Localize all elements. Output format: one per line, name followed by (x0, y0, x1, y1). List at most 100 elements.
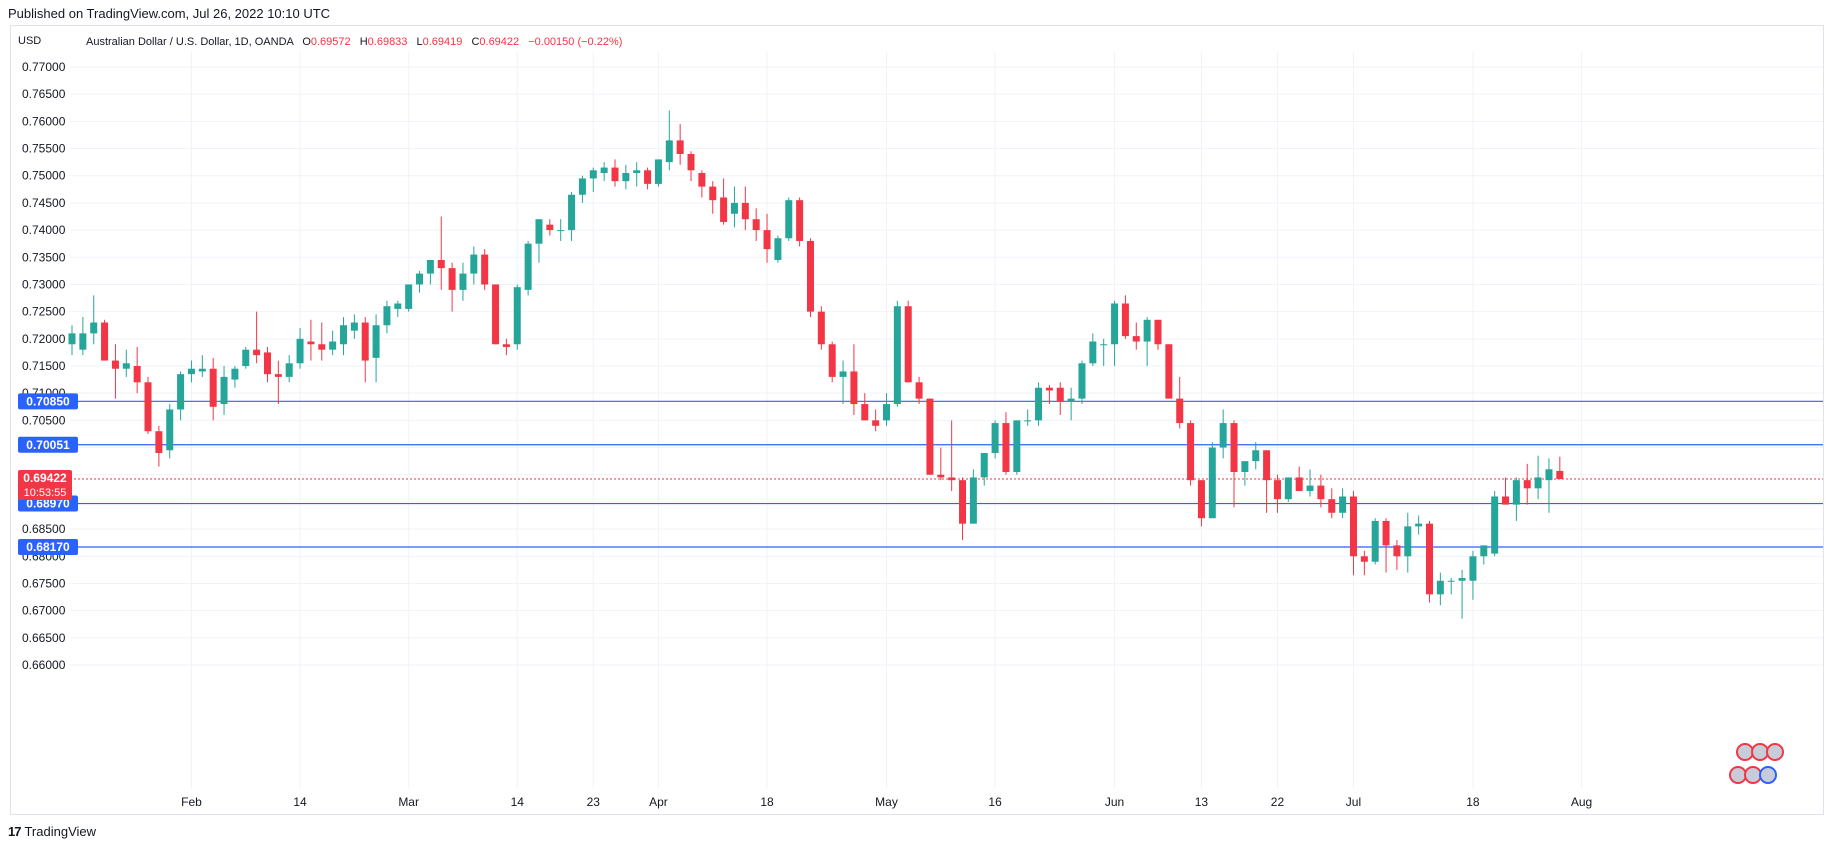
candle[interactable] (611, 159, 619, 187)
candle[interactable] (1165, 344, 1173, 399)
candle[interactable] (774, 235, 782, 263)
candle[interactable] (307, 319, 315, 361)
candle[interactable] (209, 357, 217, 421)
candle[interactable] (90, 295, 98, 345)
candle[interactable] (1078, 360, 1086, 405)
chart-frame[interactable] (10, 25, 1824, 815)
candle[interactable] (1252, 442, 1260, 470)
candle[interactable] (1534, 455, 1542, 500)
candle[interactable] (481, 249, 489, 290)
candle[interactable] (426, 259, 434, 285)
candle[interactable] (1545, 458, 1553, 513)
candle[interactable] (883, 393, 890, 426)
candle[interactable] (1219, 409, 1227, 459)
candle[interactable] (144, 376, 152, 434)
candle[interactable] (437, 216, 445, 290)
candle[interactable] (568, 192, 576, 241)
candle[interactable] (187, 360, 195, 383)
candle[interactable] (1371, 518, 1379, 565)
candle[interactable] (1273, 474, 1281, 513)
candle[interactable] (926, 398, 934, 475)
candle[interactable] (350, 314, 358, 339)
candle[interactable] (676, 124, 684, 165)
candle[interactable] (904, 300, 912, 383)
candle[interactable] (1382, 518, 1390, 573)
candle[interactable] (633, 162, 641, 187)
candle[interactable] (1447, 578, 1455, 595)
candle[interactable] (817, 306, 825, 350)
candle[interactable] (220, 366, 228, 415)
candle[interactable] (1328, 488, 1336, 519)
candle[interactable] (1393, 539, 1401, 570)
candle[interactable] (340, 317, 347, 356)
candle[interactable] (1208, 442, 1216, 519)
candle[interactable] (155, 425, 163, 467)
candle[interactable] (242, 346, 250, 369)
candle[interactable] (1415, 515, 1423, 535)
candle[interactable] (1426, 520, 1433, 603)
candle[interactable] (122, 349, 130, 377)
candle[interactable] (1121, 295, 1129, 339)
candle[interactable] (741, 186, 749, 231)
candle[interactable] (198, 355, 206, 377)
candle[interactable] (1154, 319, 1162, 350)
candle[interactable] (1523, 463, 1531, 505)
candle[interactable] (1491, 491, 1499, 557)
candle[interactable] (1306, 469, 1314, 497)
candle[interactable] (1176, 376, 1184, 429)
candle[interactable] (893, 300, 901, 407)
candle[interactable] (1295, 466, 1303, 492)
candle[interactable] (1013, 420, 1021, 475)
candle[interactable] (1089, 333, 1097, 366)
candle[interactable] (1284, 477, 1292, 502)
candle[interactable] (622, 164, 630, 190)
candle[interactable] (1469, 550, 1477, 600)
candle[interactable] (1024, 409, 1032, 426)
candle[interactable] (1436, 572, 1444, 606)
candle[interactable] (524, 240, 532, 296)
candle[interactable] (763, 213, 771, 263)
candle[interactable] (959, 477, 967, 540)
candle[interactable] (274, 360, 282, 405)
candle[interactable] (166, 404, 174, 459)
candle[interactable] (1480, 545, 1488, 565)
candle[interactable] (969, 469, 977, 524)
candle[interactable] (405, 284, 413, 312)
candle[interactable] (1230, 420, 1238, 508)
candle[interactable] (101, 319, 109, 361)
candle[interactable] (361, 317, 369, 383)
candle[interactable] (557, 219, 565, 241)
candle[interactable] (285, 355, 293, 383)
candle[interactable] (231, 366, 239, 388)
candle[interactable] (318, 322, 326, 361)
candle[interactable] (1317, 474, 1325, 508)
candle[interactable] (459, 262, 467, 301)
candle[interactable] (513, 284, 521, 350)
candle[interactable] (600, 162, 608, 182)
candle[interactable] (785, 197, 793, 241)
candle[interactable] (492, 284, 500, 345)
candle[interactable] (1263, 450, 1271, 513)
candle[interactable] (861, 393, 869, 421)
candle[interactable] (1187, 420, 1195, 486)
candle[interactable] (1100, 338, 1108, 366)
candle[interactable] (589, 167, 597, 193)
candle[interactable] (296, 327, 304, 369)
candle[interactable] (752, 208, 760, 241)
candle[interactable] (806, 238, 814, 318)
candle[interactable] (416, 270, 424, 293)
candle[interactable] (79, 317, 87, 356)
candle[interactable] (502, 338, 510, 356)
candle[interactable] (1067, 387, 1075, 421)
candle[interactable] (1035, 382, 1043, 426)
candle[interactable] (253, 311, 261, 364)
candle[interactable] (578, 175, 586, 203)
candle[interactable] (644, 167, 652, 190)
candle[interactable] (796, 197, 804, 247)
candle[interactable] (372, 314, 380, 383)
candle[interactable] (263, 346, 271, 383)
candle[interactable] (665, 110, 673, 171)
candle[interactable] (828, 341, 836, 383)
candle[interactable] (448, 262, 456, 312)
candle[interactable] (68, 325, 76, 356)
